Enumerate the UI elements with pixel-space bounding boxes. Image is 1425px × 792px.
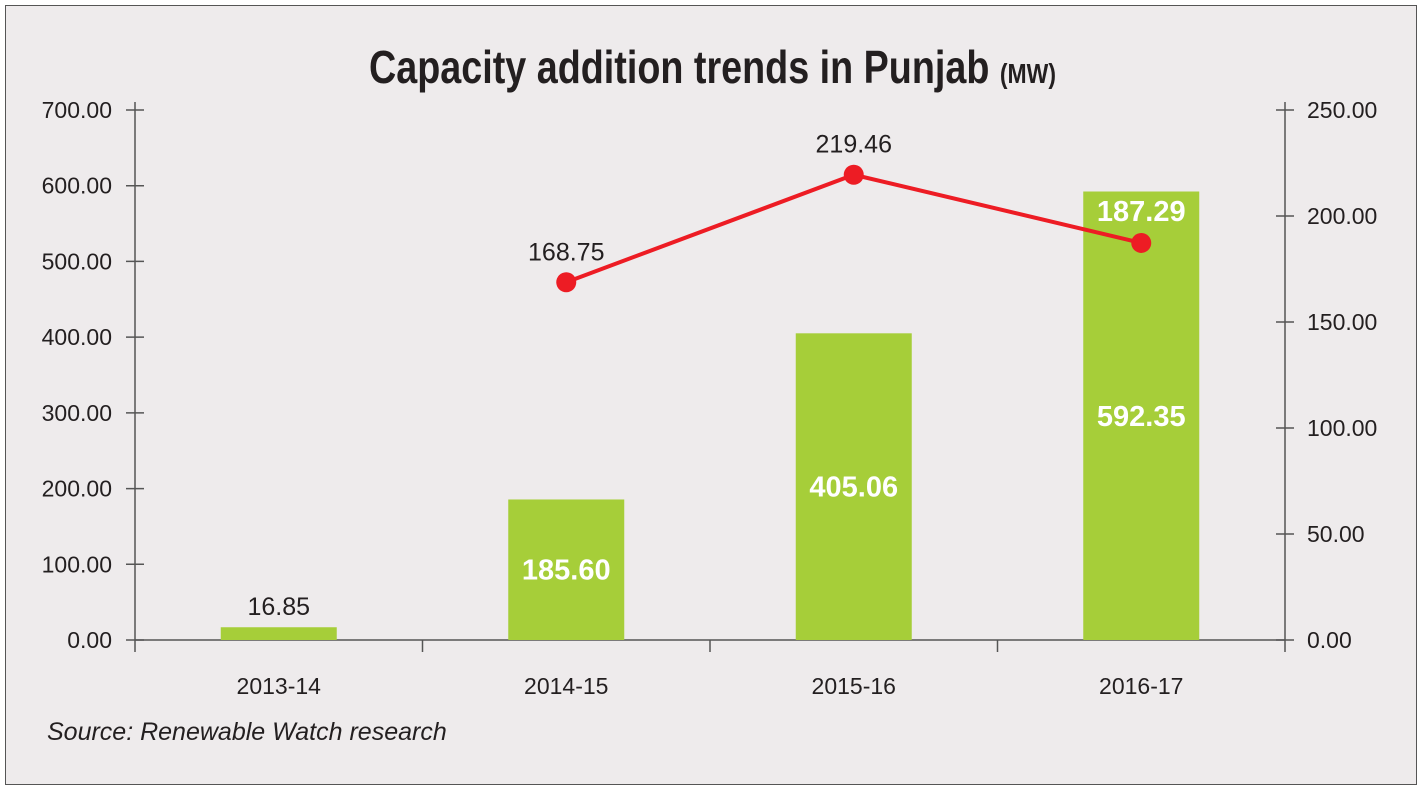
bar-value-label: 405.06 xyxy=(809,472,898,504)
bar xyxy=(220,627,337,640)
left-axis-tick-label: 100.00 xyxy=(42,551,112,577)
line-point xyxy=(556,272,577,293)
title-unit: (MW) xyxy=(999,58,1056,89)
left-axis-tick-label: 700.00 xyxy=(42,97,112,123)
bar xyxy=(508,499,625,640)
bar-value-label: 592.35 xyxy=(1097,401,1186,433)
right-axis-tick-label: 50.00 xyxy=(1307,521,1365,547)
right-axis-tick-label: 0.00 xyxy=(1307,627,1352,653)
left-axis-tick-label: 200.00 xyxy=(42,476,112,502)
left-axis-tick-label: 400.00 xyxy=(42,324,112,350)
bar-value-label: 16.85 xyxy=(247,593,310,621)
source-note: Source: Renewable Watch research xyxy=(47,718,447,746)
line-value-label: 187.29 xyxy=(1097,196,1186,228)
bar xyxy=(795,333,912,640)
right-axis-tick-label: 100.00 xyxy=(1307,415,1377,441)
x-axis-tick-label: 2014-15 xyxy=(524,673,608,699)
chart-title: Capacity addition trends in Punjab (MW) xyxy=(128,40,1297,94)
right-axis-tick-label: 250.00 xyxy=(1307,97,1377,123)
right-axis-tick-label: 150.00 xyxy=(1307,309,1377,335)
title-text: Capacity addition trends in Punjab xyxy=(369,41,990,93)
right-axis-tick-label: 200.00 xyxy=(1307,203,1377,229)
bar-value-label: 185.60 xyxy=(522,555,611,587)
line-series xyxy=(565,172,1142,285)
line-point xyxy=(843,164,864,185)
x-axis-tick-label: 2015-16 xyxy=(812,673,896,699)
left-axis-tick-label: 500.00 xyxy=(42,248,112,274)
x-axis-tick-label: 2016-17 xyxy=(1099,673,1183,699)
x-axis-tick-label: 2013-14 xyxy=(237,673,322,699)
line-value-label: 168.75 xyxy=(528,238,604,266)
left-axis-tick-label: 300.00 xyxy=(42,400,112,426)
left-axis-tick-label: 0.00 xyxy=(67,627,112,653)
line-value-label: 219.46 xyxy=(816,131,892,159)
left-axis-tick-label: 600.00 xyxy=(42,173,112,199)
bar xyxy=(1083,191,1200,641)
line-point xyxy=(1131,232,1152,253)
